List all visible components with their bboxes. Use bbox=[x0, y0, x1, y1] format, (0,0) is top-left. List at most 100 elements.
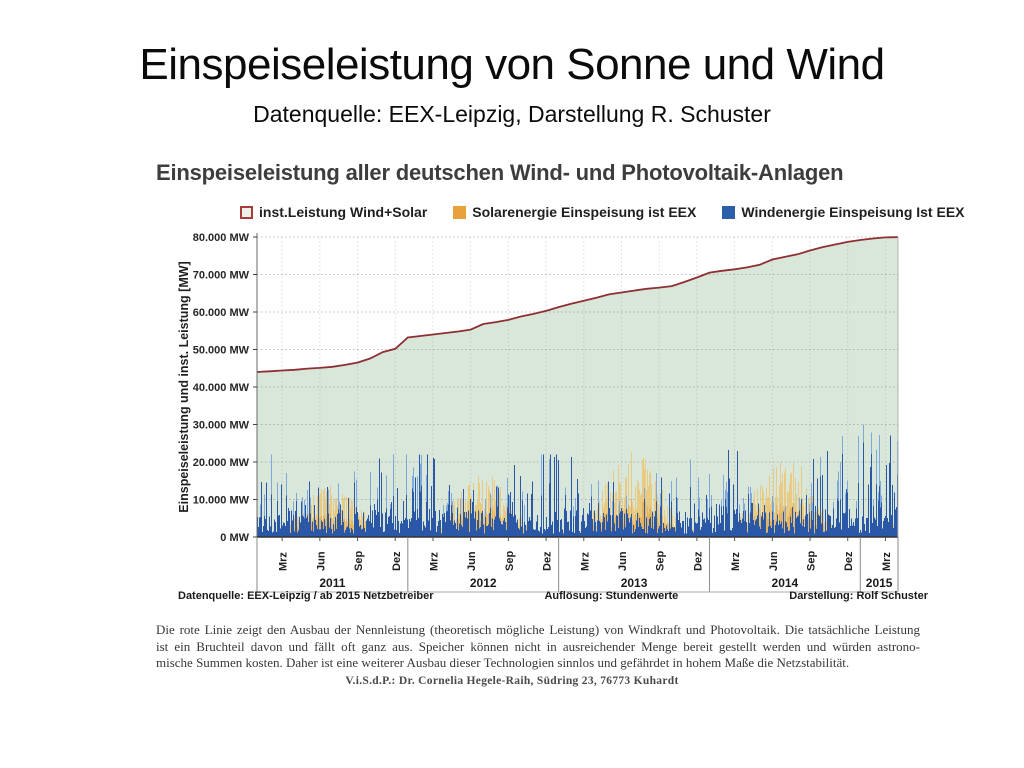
solar-column bbox=[313, 495, 314, 537]
wind-column bbox=[501, 524, 502, 537]
wind-column bbox=[408, 527, 409, 537]
wind-column bbox=[456, 528, 457, 537]
wind-column bbox=[377, 499, 378, 537]
legend-label: inst.Leistung Wind+Solar bbox=[259, 204, 428, 220]
solar-column bbox=[487, 514, 488, 537]
wind-column bbox=[627, 513, 628, 537]
wind-column bbox=[505, 521, 506, 537]
wind-column-tip bbox=[744, 503, 745, 537]
wind-column bbox=[767, 532, 768, 537]
wind-column bbox=[886, 464, 887, 537]
solar-column-base bbox=[814, 525, 815, 537]
wind-column bbox=[261, 482, 262, 537]
solar-column bbox=[794, 502, 795, 537]
y-tick-label: 40.000 MW bbox=[193, 382, 250, 394]
wind-column bbox=[352, 529, 353, 537]
solar-column-base bbox=[297, 527, 298, 537]
solar-column bbox=[782, 474, 783, 537]
wind-column bbox=[579, 531, 580, 537]
month-tick-label: Dez bbox=[692, 551, 704, 571]
wind-column bbox=[696, 523, 697, 537]
wind-column bbox=[677, 513, 678, 537]
solar-column bbox=[646, 490, 647, 537]
wind-column bbox=[892, 485, 893, 537]
solar-column bbox=[462, 500, 463, 537]
solar-column bbox=[628, 464, 629, 537]
wind-column bbox=[853, 522, 854, 537]
wind-column bbox=[662, 533, 663, 537]
chart-plot: 80.000 MW 70.000 MW 60.000 MW 50.000 MW 40.0… bbox=[177, 232, 899, 593]
solar-column bbox=[804, 517, 805, 537]
solar-column bbox=[643, 457, 644, 537]
solar-column-base bbox=[632, 520, 633, 537]
wind-column bbox=[851, 518, 852, 537]
wind-column bbox=[702, 512, 703, 537]
wind-column bbox=[678, 520, 679, 537]
wind-column bbox=[549, 483, 550, 537]
wind-column bbox=[463, 488, 464, 537]
solar-column bbox=[478, 476, 479, 537]
wind-column bbox=[312, 521, 313, 537]
wind-column bbox=[800, 523, 801, 537]
wind-column bbox=[882, 528, 883, 537]
wind-column bbox=[576, 510, 577, 537]
wind-column bbox=[873, 505, 874, 537]
year-label: 2013 bbox=[621, 576, 648, 590]
solar-column-base bbox=[350, 524, 351, 537]
wind-column bbox=[334, 530, 335, 537]
wind-column bbox=[694, 503, 695, 537]
wind-column bbox=[566, 511, 567, 537]
wind-column bbox=[360, 524, 361, 537]
solar-column bbox=[614, 502, 615, 537]
wind-column bbox=[690, 486, 691, 537]
wind-column bbox=[308, 522, 309, 537]
wind-column bbox=[284, 523, 285, 537]
wind-column bbox=[629, 522, 630, 537]
wind-column bbox=[302, 515, 303, 537]
wind-column bbox=[404, 520, 405, 537]
wind-column bbox=[521, 526, 522, 537]
wind-column bbox=[841, 529, 842, 537]
wind-column bbox=[361, 529, 362, 537]
solar-column bbox=[779, 485, 780, 537]
wind-column bbox=[744, 521, 745, 537]
solar-column bbox=[620, 482, 621, 537]
wind-column bbox=[280, 528, 281, 537]
installed-capacity-line bbox=[256, 236, 899, 373]
wind-column bbox=[666, 525, 667, 537]
wind-column bbox=[402, 523, 403, 537]
wind-column bbox=[793, 526, 794, 537]
wind-column bbox=[858, 482, 859, 537]
wind-column bbox=[813, 459, 814, 537]
solar-column bbox=[333, 500, 334, 537]
solar-column bbox=[500, 486, 501, 537]
wind-column bbox=[406, 494, 407, 537]
wind-column bbox=[773, 520, 774, 537]
wind-column bbox=[379, 458, 380, 537]
wind-column bbox=[785, 521, 786, 537]
solar-column bbox=[649, 473, 650, 537]
footer-line: ist ein Bruchteil davon und fällt oft ga… bbox=[156, 638, 920, 654]
solar-column-base bbox=[317, 518, 318, 537]
wind-column bbox=[727, 513, 728, 537]
wind-column bbox=[442, 514, 443, 537]
wind-column bbox=[328, 513, 329, 537]
wind-column bbox=[468, 510, 469, 537]
wind-column bbox=[410, 521, 411, 537]
wind-column bbox=[374, 504, 375, 537]
wind-column-tip bbox=[840, 461, 841, 537]
wind-column bbox=[283, 522, 284, 537]
wind-column bbox=[508, 494, 509, 537]
solar-column bbox=[653, 513, 654, 537]
solar-column bbox=[321, 489, 322, 537]
wind-column bbox=[779, 520, 780, 537]
wind-column bbox=[435, 511, 436, 537]
month-tick-label: Dez bbox=[391, 551, 403, 571]
wind-column bbox=[390, 509, 391, 537]
wind-column bbox=[867, 518, 868, 537]
wind-column bbox=[282, 525, 283, 537]
wind-column bbox=[698, 509, 699, 537]
wind-column bbox=[394, 529, 395, 537]
wind-column bbox=[273, 531, 274, 537]
solar-column-base bbox=[810, 518, 811, 537]
